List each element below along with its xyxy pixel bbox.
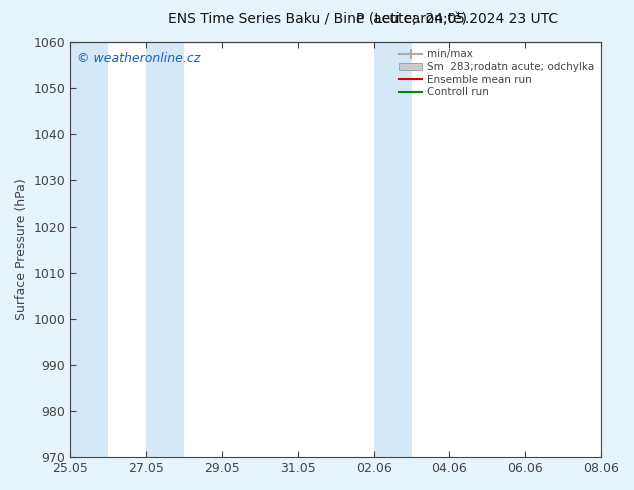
Text: ENS Time Series Baku / Bine (Leti caron;tě): ENS Time Series Baku / Bine (Leti caron;… bbox=[167, 12, 467, 26]
Bar bbox=[70, 42, 108, 457]
Text: © weatheronline.cz: © weatheronline.cz bbox=[77, 52, 200, 66]
Text: P  acute;. 24.05.2024 23 UTC: P acute;. 24.05.2024 23 UTC bbox=[356, 12, 558, 26]
Legend: min/max, Sm  283;rodatn acute; odchylka, Ensemble mean run, Controll run: min/max, Sm 283;rodatn acute; odchylka, … bbox=[398, 47, 596, 99]
Bar bbox=[601, 42, 634, 457]
Bar bbox=[146, 42, 184, 457]
Y-axis label: Surface Pressure (hPa): Surface Pressure (hPa) bbox=[15, 179, 28, 320]
Bar bbox=[373, 42, 411, 457]
